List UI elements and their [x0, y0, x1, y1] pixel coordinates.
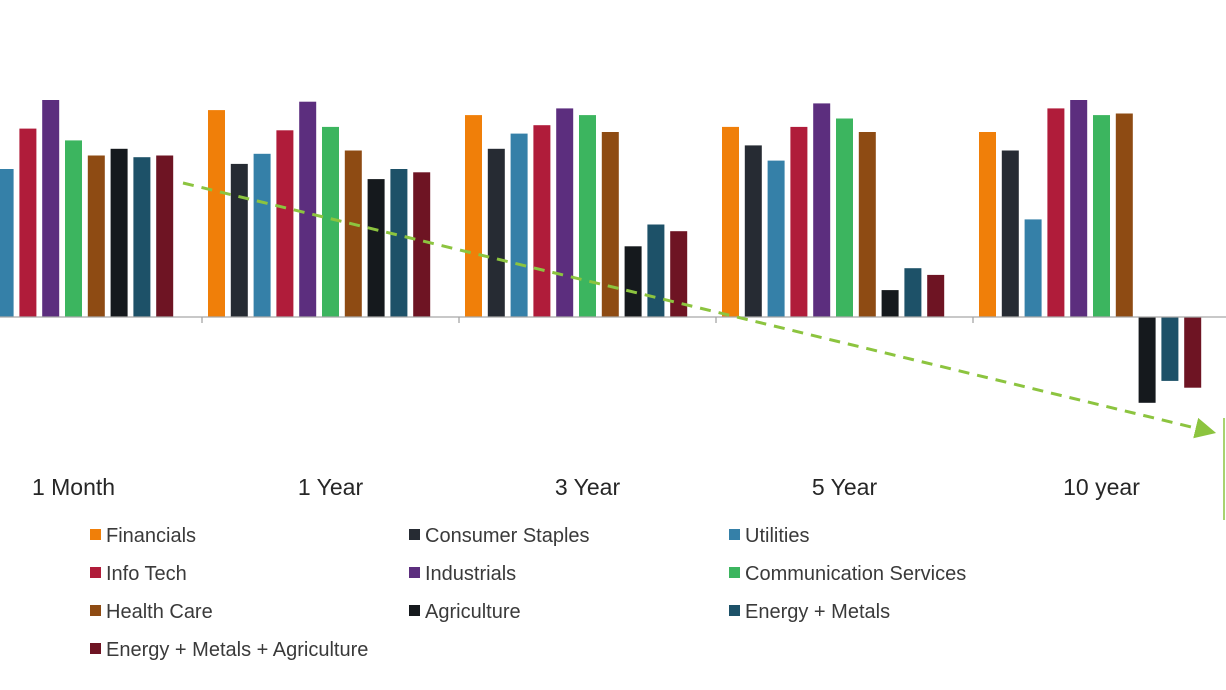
trend-arrow-annotation	[182, 181, 1225, 520]
bar	[624, 246, 642, 317]
legend-swatch	[90, 529, 101, 540]
legend-swatch	[729, 529, 740, 540]
bar	[230, 163, 248, 317]
bar	[836, 118, 853, 317]
legend-label: Health Care	[106, 601, 213, 623]
bar	[927, 274, 945, 317]
legend-swatch	[409, 567, 420, 578]
bar	[881, 290, 899, 317]
category-label: 5 Year	[812, 474, 878, 500]
legend-label: Utilities	[745, 525, 809, 547]
legend-label: Energy + Metals	[745, 601, 890, 623]
legend-label: Industrials	[425, 563, 516, 585]
legend-label: Communication Services	[745, 563, 966, 585]
bar	[510, 133, 528, 317]
category-label: 1 Year	[298, 474, 364, 500]
bar	[87, 155, 105, 317]
bar	[299, 101, 317, 317]
x-axis	[0, 316, 1226, 323]
legend: Financials Consumer Staples Utilities Info …	[90, 525, 966, 661]
bar	[670, 231, 688, 317]
trend-arrow	[182, 181, 1217, 439]
bar	[0, 169, 14, 317]
bars-layer	[0, 100, 1202, 403]
bar	[790, 126, 808, 318]
bar	[65, 140, 82, 317]
bar	[1047, 108, 1065, 318]
bar	[813, 103, 831, 318]
bar	[767, 160, 785, 317]
bar	[208, 110, 225, 317]
bar	[253, 153, 271, 317]
bar	[1001, 150, 1019, 317]
bar	[156, 155, 174, 317]
bar	[601, 132, 619, 317]
bar	[1070, 100, 1088, 317]
legend-swatch	[90, 643, 101, 654]
category-labels: 1 Month 1 Year 3 Year 5 Year 10 year	[32, 474, 1140, 500]
bar	[979, 132, 996, 317]
bar	[42, 100, 60, 317]
bar	[465, 115, 482, 317]
bar	[133, 157, 151, 317]
legend-swatch	[90, 567, 101, 578]
bar	[533, 125, 551, 317]
category-label: 10 year	[1063, 474, 1140, 500]
bar	[276, 130, 294, 317]
category-label: 3 Year	[555, 474, 621, 500]
bar	[1161, 317, 1179, 381]
bar	[322, 126, 339, 318]
bar	[1184, 317, 1202, 388]
bar	[858, 132, 876, 317]
bar	[390, 169, 408, 317]
bar	[19, 128, 37, 317]
legend-label: Financials	[106, 525, 196, 547]
bar	[904, 268, 922, 317]
legend-label: Consumer Staples	[425, 525, 590, 547]
legend-label: Agriculture	[425, 601, 521, 623]
bar	[344, 150, 362, 317]
bar	[744, 145, 762, 317]
legend-swatch	[409, 529, 420, 540]
legend-swatch	[729, 567, 740, 578]
legend-swatch	[90, 605, 101, 616]
legend-swatch	[729, 605, 740, 616]
bar	[1138, 317, 1156, 403]
bar	[110, 148, 128, 317]
bar	[1115, 113, 1133, 317]
bar	[556, 108, 574, 318]
bar	[1024, 219, 1042, 317]
bar	[722, 126, 739, 318]
bar	[367, 179, 385, 317]
bar	[413, 172, 431, 317]
bar	[579, 115, 596, 317]
bar	[487, 148, 505, 317]
legend-swatch	[409, 605, 420, 616]
bar	[647, 224, 665, 317]
category-label: 1 Month	[32, 474, 115, 500]
legend-label: Info Tech	[106, 563, 187, 585]
bar	[1093, 115, 1110, 317]
legend-label: Energy + Metals + Agriculture	[106, 639, 368, 661]
